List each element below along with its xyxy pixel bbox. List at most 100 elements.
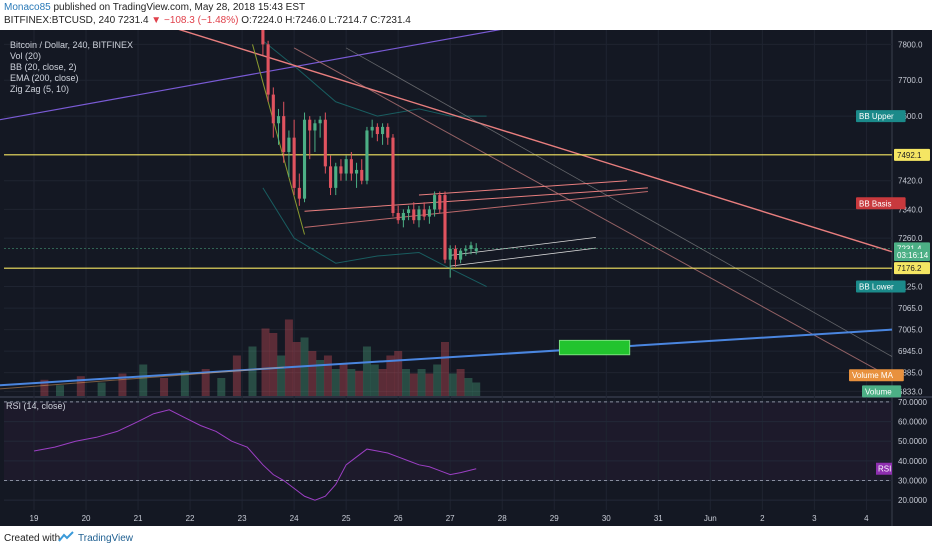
volume-bar (261, 328, 270, 396)
candle-body (474, 248, 478, 252)
candle-body (381, 126, 385, 135)
volume-bar (180, 370, 189, 396)
candle-body (344, 159, 348, 174)
time-tick-label: 30 (602, 514, 611, 523)
price-badge (894, 262, 930, 275)
volume-bar (76, 376, 85, 396)
volume-bar (284, 319, 293, 396)
main-descending-trendline (178, 30, 893, 253)
price-badge (849, 369, 904, 382)
time-tick-label: 22 (186, 514, 195, 523)
candle-body (438, 195, 442, 210)
candle-body (276, 116, 281, 124)
volume-bar (347, 369, 356, 396)
rising-channel-lower (304, 187, 648, 212)
candle-body (282, 116, 286, 152)
rsi-badge-label: RSI (878, 465, 891, 474)
ema-line (0, 366, 284, 390)
volume-bar (425, 373, 434, 396)
candle-body (297, 187, 301, 199)
price-tick-label: 7260.0 (898, 234, 923, 243)
price-tick-label: 7125.0 (898, 283, 923, 292)
rsi-line (33, 409, 477, 501)
price-tick-label: 7700.0 (898, 76, 923, 85)
rsi-badge (876, 462, 892, 475)
trading-chart[interactable]: 7800.0 7700.0 7600.0 7420.0 7340.0 7260.0 7125… (0, 30, 932, 526)
candle-body (328, 166, 333, 188)
candle-body (334, 166, 338, 188)
candle-body (370, 126, 374, 131)
rsi-tick-label: 40.0000 (898, 457, 927, 466)
volume-bar (308, 351, 317, 396)
author-name[interactable]: Monaco85 (4, 2, 51, 13)
volume-bar (417, 369, 426, 396)
volume-bar (456, 369, 465, 396)
rising-channel-upper (418, 180, 628, 196)
x-axis-bg (0, 510, 932, 526)
rsi-tick-label: 30.0000 (898, 477, 927, 486)
legend-indicator-vol[interactable]: Vol (20) (10, 51, 42, 61)
candle-body (308, 119, 312, 131)
chart-legend: Bitcoin / Dollar, 240, BITFINEX Vol (20)… (10, 40, 133, 95)
legend-indicator-bb[interactable]: BB (20, close, 2) (10, 62, 77, 72)
rsi-legend[interactable]: RSI (14, close) (6, 401, 66, 411)
volume-bar (339, 364, 348, 396)
blue-support-line (0, 328, 893, 387)
candle-body (469, 245, 473, 249)
price-badge (856, 197, 906, 210)
created-with: Created with (4, 533, 61, 544)
time-tick-label: 26 (394, 514, 403, 523)
rsi-tick-label: 20.0000 (898, 496, 927, 505)
price-badge-label: BB Lower (859, 283, 894, 292)
volume-bar (401, 369, 410, 396)
time-tick-label: 2 (760, 514, 765, 523)
rsi-tick-label: 50.0000 (898, 437, 927, 446)
volume-bar (40, 379, 49, 396)
volume-bar (394, 351, 403, 396)
candle-body (261, 30, 265, 45)
footer: Created with TradingView (0, 526, 932, 550)
publish-info: published on TradingView.com, May 28, 20… (53, 2, 306, 13)
volume-bar (160, 378, 169, 396)
legend-indicator-zigzag[interactable]: Zig Zag (5, 10) (10, 84, 70, 94)
volume-bar (217, 378, 226, 396)
rising-channel-lower2 (304, 190, 648, 228)
volume-bar (355, 370, 364, 396)
candle-body (464, 248, 468, 251)
rsi-tick-label: 60.0000 (898, 418, 927, 427)
price-badge-label: 03:16:14 (897, 251, 929, 260)
time-tick-label: 20 (82, 514, 91, 523)
small-channel-lower (450, 247, 596, 267)
volume-bar (118, 373, 127, 396)
tradingview-brand[interactable]: TradingView (78, 533, 134, 544)
price-tick-label: 7800.0 (898, 40, 923, 49)
volume-bar (97, 382, 106, 396)
price-badge-label: BB Basis (859, 199, 891, 208)
candle-body (360, 169, 364, 181)
legend-indicator-ema[interactable]: EMA (200, close) (10, 73, 79, 83)
price-tick-label: 6833.0 (898, 387, 923, 396)
time-tick-label: 25 (342, 514, 351, 523)
volume-bar (139, 364, 148, 396)
price-tick-label: 7340.0 (898, 205, 923, 214)
price-badge (862, 385, 902, 398)
time-tick-label: 29 (550, 514, 559, 523)
candle-body (427, 209, 431, 217)
time-tick-label: 3 (812, 514, 817, 523)
price-badge-label: BB Upper (859, 112, 894, 121)
price-pane-bg (0, 30, 932, 398)
candle-body (287, 137, 291, 152)
tradingview-logo-icon (58, 531, 74, 542)
candle-body (401, 213, 405, 221)
volume-bar (323, 355, 332, 396)
volume-bar (331, 369, 340, 396)
price-badge-label: Volume MA (852, 371, 894, 380)
candle-body (448, 248, 452, 260)
candle-body (459, 250, 463, 260)
volume-bar (269, 333, 278, 396)
candle-body (365, 130, 369, 181)
publish-line: Monaco85 published on TradingView.com, M… (4, 2, 305, 13)
candle-body (266, 44, 270, 95)
candle-body (422, 209, 426, 217)
candle-body (302, 119, 307, 199)
